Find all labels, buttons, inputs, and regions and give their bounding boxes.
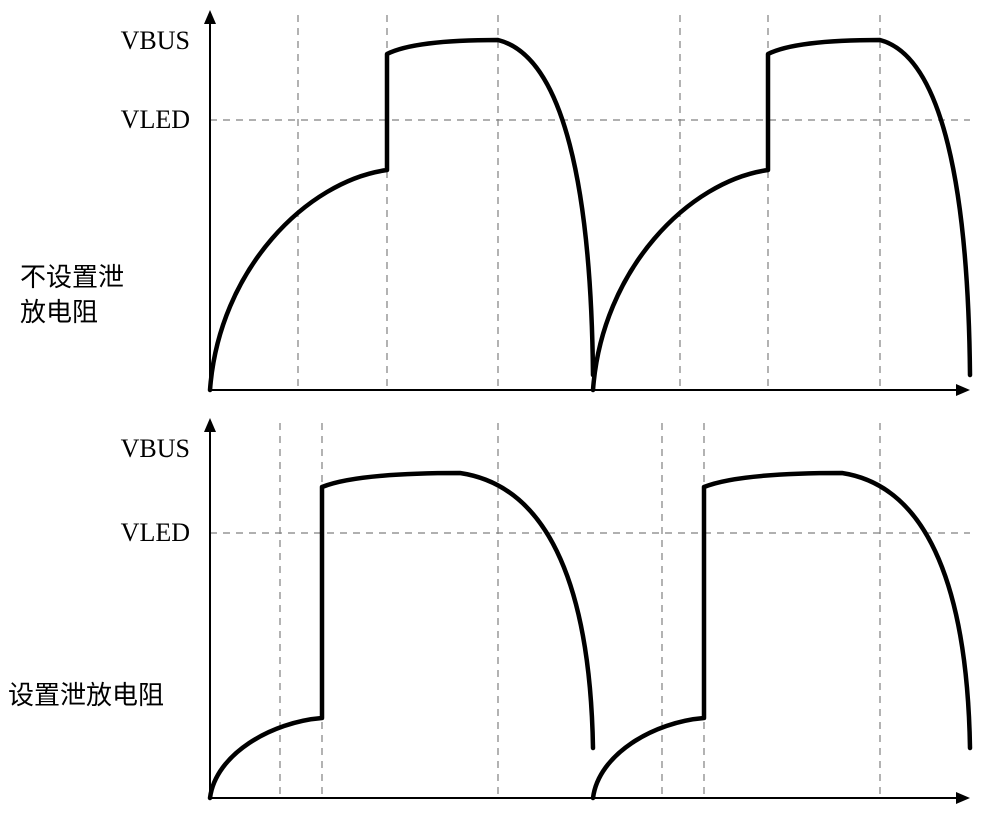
top-waveform-0 [210,40,593,390]
top-vbus-label: VBUS [100,26,190,56]
top-chart [200,10,980,400]
bottom-waveform-1 [593,473,970,798]
top-side-label-line1: 不设置泄 [20,260,124,295]
bottom-vled-label: VLED [100,518,190,548]
top-y-axis-arrow-icon [204,10,216,24]
bottom-vbus-label: VBUS [100,434,190,464]
bottom-x-axis-arrow-icon [956,792,970,804]
top-panel [200,10,980,400]
top-side-label-line2: 放电阻 [20,295,124,330]
top-x-axis-arrow-icon [956,384,970,396]
top-side-label: 不设置泄放电阻 [20,260,124,330]
bottom-panel [200,418,980,808]
bottom-chart [200,418,980,808]
bottom-side-label: 设置泄放电阻 [8,678,164,713]
top-waveform-1 [593,40,970,390]
bottom-y-axis-arrow-icon [204,418,216,432]
bottom-waveform-0 [210,473,593,798]
top-vled-label: VLED [100,105,190,135]
